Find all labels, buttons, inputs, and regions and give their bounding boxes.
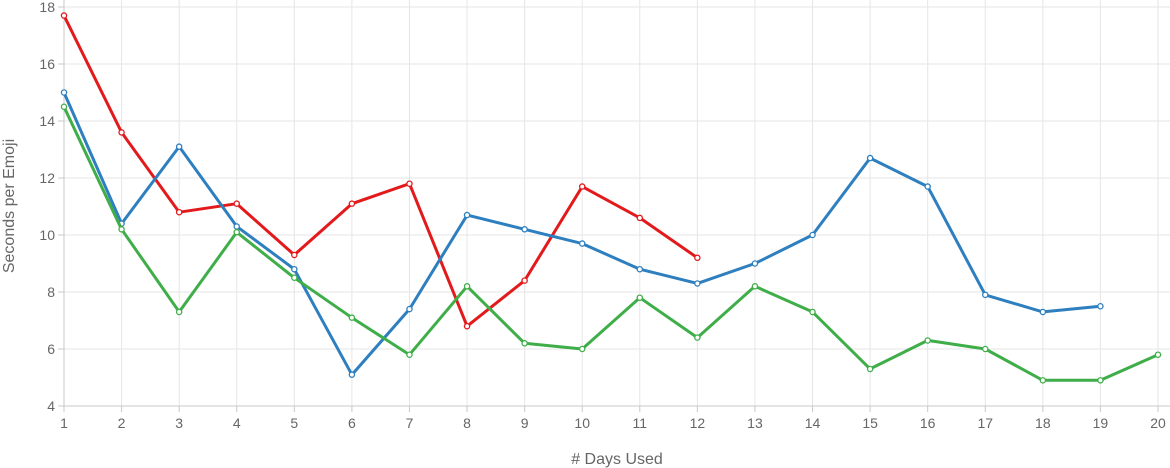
data-point [348, 200, 356, 207]
data-point [233, 228, 240, 236]
data-point [1039, 308, 1047, 316]
data-point [463, 283, 471, 290]
data-point [694, 280, 701, 287]
data-point [406, 305, 413, 313]
x-tick-label: 3 [175, 415, 183, 431]
axes [58, 0, 1170, 412]
data-point [809, 231, 816, 239]
data-point [233, 200, 240, 207]
data-point [291, 274, 298, 281]
y-tick-label: 4 [47, 398, 55, 414]
x-tick-label: 13 [747, 415, 763, 431]
x-tick-label: 11 [633, 415, 648, 431]
series [60, 12, 1162, 384]
data-point [1039, 377, 1047, 384]
x-tick-label: 14 [805, 415, 821, 431]
data-point [694, 334, 701, 341]
data-point [118, 129, 125, 136]
series-1 [60, 12, 701, 330]
data-point [406, 180, 413, 187]
y-axis-label: Seconds per Emoji [1, 139, 18, 273]
x-tick-label: 5 [290, 415, 298, 431]
data-point [60, 103, 68, 111]
x-tick-label: 8 [463, 415, 471, 431]
data-point [866, 154, 874, 162]
data-point [982, 345, 989, 353]
data-point [636, 265, 644, 273]
data-point [463, 211, 471, 219]
data-point [60, 12, 68, 19]
y-tick-label: 14 [39, 113, 55, 129]
data-point [751, 283, 759, 290]
x-tick-label: 20 [1150, 415, 1166, 431]
data-point [175, 308, 183, 316]
data-point [291, 251, 298, 259]
data-point [1097, 302, 1104, 310]
series-2 [60, 89, 1104, 378]
x-tick-label: 9 [521, 415, 529, 431]
data-point [694, 254, 701, 262]
y-tick-label: 18 [39, 0, 55, 15]
data-point [60, 89, 68, 96]
series-line [62, 14, 699, 328]
data-point [118, 226, 125, 233]
data-point [578, 345, 586, 353]
data-point [982, 291, 989, 299]
data-point [175, 143, 183, 150]
data-point [521, 226, 528, 233]
x-tick-label: 17 [977, 415, 993, 431]
data-point [521, 277, 528, 284]
x-tick-label: 6 [348, 415, 356, 431]
x-tick-label: 19 [1093, 415, 1109, 431]
x-tick-label: 7 [406, 415, 414, 431]
x-tick-label: 15 [862, 415, 878, 431]
data-point [578, 240, 586, 247]
data-point [406, 351, 413, 358]
data-point [175, 208, 183, 216]
y-tick-label: 6 [47, 341, 55, 357]
x-tick-label: 12 [690, 415, 706, 431]
data-point [924, 183, 931, 190]
data-point [866, 365, 874, 373]
x-tick-label: 4 [233, 415, 241, 431]
data-point [809, 308, 816, 316]
data-point [348, 314, 356, 321]
series-3 [60, 103, 1162, 384]
x-tick-label: 16 [920, 415, 936, 431]
data-point [1154, 351, 1162, 358]
data-point [233, 223, 240, 230]
y-tick-label: 8 [47, 284, 55, 300]
y-tick-label: 10 [39, 227, 55, 243]
data-point [636, 214, 644, 222]
data-point [521, 340, 528, 347]
x-tick-label: 2 [118, 415, 126, 431]
series-line [62, 105, 1160, 382]
data-point [924, 337, 931, 344]
grid [63, 0, 1170, 407]
data-point [463, 322, 471, 330]
x-tick-label: 18 [1035, 415, 1051, 431]
y-tick-label: 12 [39, 170, 55, 186]
data-point [291, 265, 298, 273]
x-tick-label: 10 [574, 415, 590, 431]
x-tick-label: 1 [60, 415, 68, 431]
y-tick-label: 16 [39, 56, 55, 72]
data-point [751, 260, 759, 267]
data-point [636, 294, 644, 301]
data-point [348, 371, 356, 378]
x-axis-label: # Days Used [571, 451, 663, 468]
data-point [1097, 377, 1104, 384]
data-point [578, 183, 586, 190]
